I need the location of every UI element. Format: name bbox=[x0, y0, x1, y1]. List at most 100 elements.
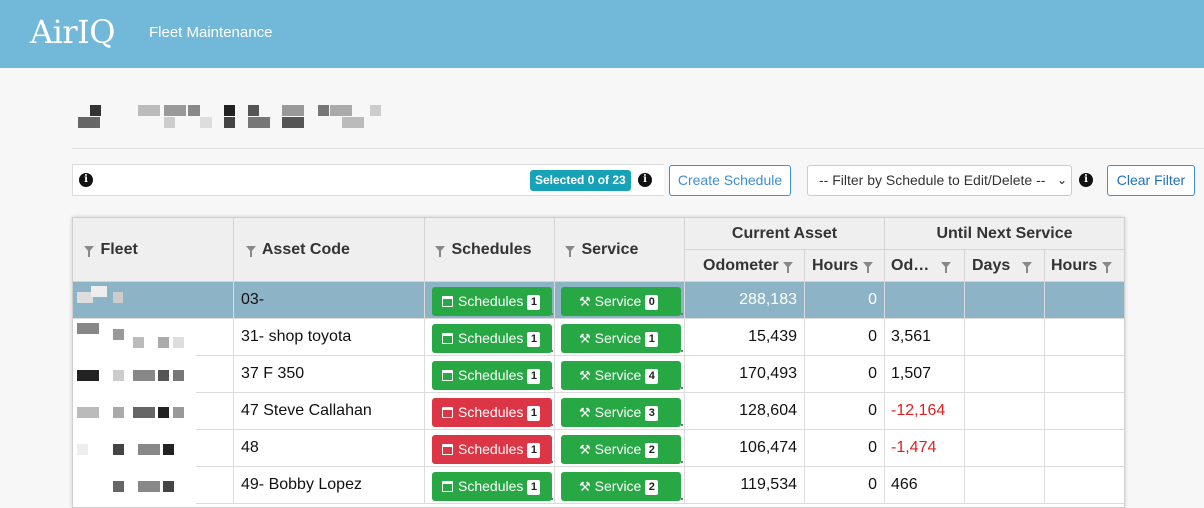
service-count-badge: 4 bbox=[645, 369, 659, 384]
service-button[interactable]: ⚒ Service 2 bbox=[561, 472, 681, 501]
calendar-icon bbox=[442, 444, 453, 455]
cell-ellipsis bbox=[551, 424, 553, 426]
table-row[interactable]: 49- Bobby Lopez Schedules 1 ⚒ Service 2 119,53… bbox=[73, 467, 1124, 504]
schedule-filter-select[interactable]: -- Filter by Schedule to Edit/Delete -- … bbox=[807, 165, 1072, 196]
redaction-block bbox=[113, 292, 123, 303]
create-schedule-button[interactable]: Create Schedule bbox=[669, 165, 791, 196]
redaction-block bbox=[113, 370, 124, 381]
asset-code-cell: 03- bbox=[234, 282, 425, 319]
header-schedules[interactable]: Schedules bbox=[425, 218, 555, 282]
redaction-block bbox=[77, 323, 99, 334]
schedules-button[interactable]: Schedules 1 bbox=[432, 472, 552, 501]
filter-icon[interactable] bbox=[1022, 262, 1032, 273]
header-service[interactable]: Service bbox=[555, 218, 685, 282]
header-odometer[interactable]: Odometer bbox=[685, 250, 805, 282]
next-odometer-cell bbox=[885, 282, 965, 319]
odometer-cell: 119,534 bbox=[685, 467, 805, 504]
hours-cell: 0 bbox=[805, 393, 885, 430]
chevron-down-icon: ⌄ bbox=[1056, 173, 1067, 187]
service-count-badge: 2 bbox=[645, 480, 659, 495]
schedules-cell: Schedules 1 bbox=[425, 319, 555, 356]
asset-code-cell: 37 F 350 bbox=[234, 356, 425, 393]
odometer-cell: 128,604 bbox=[685, 393, 805, 430]
cell-ellipsis bbox=[681, 498, 683, 500]
schedules-label: Schedules bbox=[458, 441, 524, 457]
service-button[interactable]: ⚒ Service 0 bbox=[561, 287, 681, 316]
schedules-button[interactable]: Schedules 1 bbox=[432, 324, 552, 353]
airiq-logo[interactable]: AirIQ bbox=[30, 13, 116, 51]
service-button[interactable]: ⚒ Service 1 bbox=[561, 324, 681, 353]
header-until-next-service: Until Next Service bbox=[885, 218, 1124, 250]
schedules-button[interactable]: Schedules 1 bbox=[432, 398, 552, 427]
redaction-mask bbox=[73, 430, 196, 467]
fleet-cell-redacted bbox=[73, 356, 234, 393]
redacted-page-title bbox=[78, 103, 388, 131]
cell-ellipsis bbox=[551, 350, 553, 352]
hours-cell: 0 bbox=[805, 430, 885, 467]
redaction-block bbox=[138, 444, 160, 455]
schedules-cell: Schedules 1 bbox=[425, 430, 555, 467]
service-button[interactable]: ⚒ Service 4 bbox=[561, 361, 681, 390]
next-hours-cell bbox=[1045, 430, 1124, 467]
fleet-cell-redacted bbox=[73, 282, 234, 319]
schedules-button[interactable]: Schedules 1 bbox=[432, 435, 552, 464]
table-row[interactable]: 37 F 350 Schedules 1 ⚒ Service 4 170,493 0 1,507 bbox=[73, 356, 1124, 393]
service-label: Service bbox=[594, 478, 642, 494]
days-cell bbox=[965, 467, 1045, 504]
odometer-cell: 288,183 bbox=[685, 282, 805, 319]
cell-ellipsis bbox=[681, 461, 683, 463]
filter-icon[interactable] bbox=[246, 246, 256, 257]
table-row[interactable]: 31- shop toyota Schedules 1 ⚒ Service 1 15,439… bbox=[73, 319, 1124, 356]
schedules-button[interactable]: Schedules 1 bbox=[432, 361, 552, 390]
calendar-icon bbox=[442, 481, 453, 492]
wrench-icon: ⚒ bbox=[579, 405, 591, 420]
odometer-cell: 106,474 bbox=[685, 430, 805, 467]
schedules-button[interactable]: Schedules 1 bbox=[432, 287, 552, 316]
days-cell bbox=[965, 319, 1045, 356]
header-fleet[interactable]: Fleet bbox=[73, 218, 234, 282]
header-next-odometer[interactable]: Od… bbox=[885, 250, 965, 282]
redaction-block bbox=[163, 444, 174, 455]
info-icon[interactable]: i bbox=[79, 173, 93, 187]
schedules-label: Schedules bbox=[458, 293, 524, 309]
header-asset-code[interactable]: Asset Code bbox=[234, 218, 425, 282]
top-bar: AirIQ Fleet Maintenance bbox=[0, 0, 1204, 68]
filter-icon[interactable] bbox=[1102, 262, 1112, 273]
filter-icon[interactable] bbox=[84, 246, 94, 257]
redaction-block bbox=[113, 444, 124, 455]
info-icon[interactable]: i bbox=[638, 173, 652, 187]
service-count-badge: 2 bbox=[645, 443, 659, 458]
calendar-icon bbox=[442, 296, 453, 307]
next-hours-cell bbox=[1045, 467, 1124, 504]
table-row[interactable]: 47 Steve Callahan Schedules 1 ⚒ Service 3 128,… bbox=[73, 393, 1124, 430]
service-button[interactable]: ⚒ Service 3 bbox=[561, 398, 681, 427]
service-label: Service bbox=[594, 330, 642, 346]
table-row[interactable]: 03- Schedules 1 ⚒ Service 0 288,183 0 bbox=[73, 282, 1124, 319]
filter-icon[interactable] bbox=[565, 246, 575, 257]
header-days[interactable]: Days bbox=[965, 250, 1045, 282]
filter-icon[interactable] bbox=[435, 246, 445, 257]
wrench-icon: ⚒ bbox=[579, 368, 591, 383]
schedules-label: Schedules bbox=[458, 404, 524, 420]
next-odometer-cell: 3,561 bbox=[885, 319, 965, 356]
filter-icon[interactable] bbox=[941, 262, 951, 273]
wrench-icon: ⚒ bbox=[579, 442, 591, 457]
schedules-count-badge: 1 bbox=[527, 332, 541, 347]
header-hours-next[interactable]: Hours bbox=[1045, 250, 1124, 282]
asset-code-cell: 49- Bobby Lopez bbox=[234, 467, 425, 504]
cell-ellipsis bbox=[551, 461, 553, 463]
cell-ellipsis bbox=[681, 313, 683, 315]
cell-ellipsis bbox=[681, 424, 683, 426]
table-row[interactable]: 48 Schedules 1 ⚒ Service 2 106,474 0 -1,474 bbox=[73, 430, 1124, 467]
service-button[interactable]: ⚒ Service 2 bbox=[561, 435, 681, 464]
info-icon[interactable]: i bbox=[1079, 173, 1093, 187]
days-cell bbox=[965, 430, 1045, 467]
service-cell: ⚒ Service 2 bbox=[555, 467, 685, 504]
redaction-block bbox=[173, 370, 184, 381]
header-hours[interactable]: Hours bbox=[805, 250, 885, 282]
clear-filter-button[interactable]: Clear Filter bbox=[1107, 165, 1195, 196]
app-name[interactable]: Fleet Maintenance bbox=[149, 24, 273, 41]
filter-icon[interactable] bbox=[862, 262, 873, 273]
schedules-count-badge: 1 bbox=[527, 369, 541, 384]
filter-icon[interactable] bbox=[783, 262, 794, 273]
